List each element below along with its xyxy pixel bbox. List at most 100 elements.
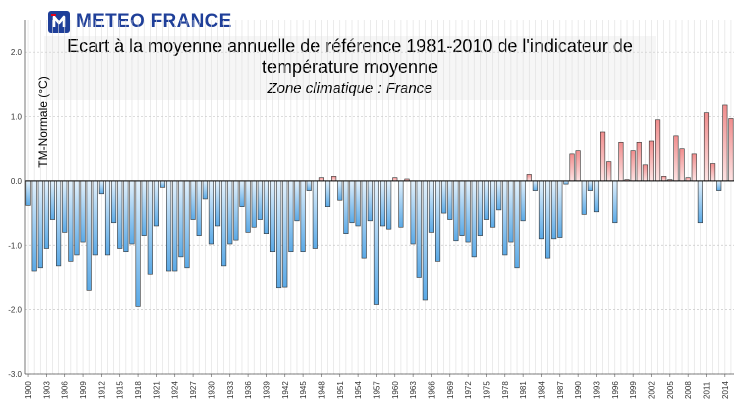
- x-tick-label: 2011: [702, 381, 711, 399]
- bar-1952: [343, 180, 349, 234]
- x-tick-label: 1924: [171, 381, 180, 399]
- bar-1959: [386, 180, 392, 230]
- bar-1992: [587, 180, 593, 191]
- bar-1928: [196, 180, 202, 236]
- bar-1990: [575, 150, 581, 182]
- bar-1933: [227, 180, 233, 245]
- bar-1906: [62, 180, 68, 233]
- x-tick-label: 1975: [482, 381, 491, 399]
- bar-1964: [416, 180, 422, 278]
- y-axis-label: TM-Normale (°C): [36, 76, 50, 167]
- bar-1976: [490, 180, 496, 228]
- bar-1918: [135, 180, 141, 307]
- bar-1902: [37, 180, 43, 269]
- bar-1955: [361, 180, 367, 259]
- bar-1911: [92, 180, 98, 256]
- bar-2006: [673, 135, 679, 182]
- x-tick-label: 1963: [409, 381, 418, 399]
- bar-1914: [111, 180, 117, 224]
- bar-1978: [502, 180, 508, 256]
- chart-title: Ecart à la moyenne annuelle de référence…: [44, 36, 656, 78]
- bar-2007: [679, 148, 685, 182]
- bar-1974: [477, 180, 483, 236]
- x-tick-label: 1906: [61, 381, 70, 399]
- x-tick-label: 1960: [391, 381, 400, 399]
- bar-1905: [56, 180, 62, 267]
- bar-1991: [581, 180, 587, 215]
- x-tick-label: 1942: [281, 381, 290, 399]
- bar-1926: [184, 180, 190, 269]
- bar-1941: [276, 180, 282, 289]
- bar-2003: [655, 119, 661, 182]
- bar-1958: [379, 180, 386, 227]
- bar-1954: [355, 180, 361, 227]
- bar-1939: [263, 180, 269, 234]
- x-tick-label: 1948: [317, 381, 326, 399]
- y-tick-label: 2.0: [11, 48, 23, 57]
- x-tick-label: 1993: [592, 381, 601, 399]
- bar-1963: [410, 180, 416, 245]
- bar-1965: [422, 180, 428, 301]
- y-tick-label: 1.0: [11, 113, 23, 122]
- bar-2004: [661, 176, 667, 182]
- x-tick-label: 1945: [299, 381, 308, 399]
- bar-1917: [129, 180, 135, 245]
- bar-1942: [282, 180, 288, 288]
- bar-1949: [324, 180, 331, 207]
- bar-1912: [98, 180, 104, 195]
- bar-2002: [648, 140, 655, 182]
- x-tick-label: 1954: [354, 381, 363, 399]
- bar-1951: [337, 180, 343, 201]
- x-tick-label: 1927: [189, 381, 198, 399]
- bar-1915: [117, 180, 123, 249]
- bar-1989: [569, 153, 575, 182]
- bar-1929: [202, 180, 208, 200]
- bar-1981: [520, 180, 526, 222]
- bar-1971: [459, 180, 465, 236]
- bar-1901: [31, 180, 37, 272]
- bar-1919: [141, 180, 147, 236]
- bar-1924: [172, 180, 178, 272]
- bar-1909: [80, 180, 86, 243]
- bar-1945: [300, 180, 306, 253]
- bar-1930: [208, 180, 214, 245]
- bar-1937: [251, 180, 257, 228]
- bar-1968: [441, 180, 447, 214]
- bar-2013: [716, 180, 722, 191]
- bar-2011: [703, 112, 710, 182]
- x-tick-label: 1918: [134, 381, 143, 399]
- x-tick-label: 1978: [501, 381, 510, 399]
- bar-1972: [465, 180, 471, 243]
- x-tick-label: 1972: [464, 381, 473, 399]
- bar-1931: [214, 180, 221, 227]
- bar-1935: [239, 180, 245, 207]
- x-tick-label: 1900: [24, 381, 33, 399]
- x-tick-label: 2008: [684, 381, 693, 399]
- y-tick-label: -2.0: [8, 306, 22, 315]
- bar-1997: [618, 141, 624, 182]
- bar-2009: [691, 153, 697, 182]
- bar-1934: [233, 180, 239, 241]
- bar-1996: [612, 180, 618, 224]
- bar-1907: [68, 180, 74, 262]
- bar-1913: [104, 180, 111, 256]
- x-tick-label: 2005: [666, 381, 675, 399]
- bar-1985: [545, 180, 551, 259]
- bar-1993: [593, 180, 600, 213]
- bar-1957: [373, 180, 379, 305]
- bar-1986: [551, 180, 557, 240]
- bar-1946: [306, 180, 312, 191]
- chart-title-line-1: Ecart à la moyenne annuelle de référence…: [67, 36, 633, 56]
- bar-1966: [428, 180, 435, 233]
- x-tick-label: 1969: [446, 381, 455, 399]
- x-tick-label: 1936: [244, 381, 253, 399]
- x-tick-label: 1903: [42, 381, 51, 399]
- bar-1932: [221, 180, 227, 267]
- bar-1961: [398, 180, 404, 228]
- bar-2012: [710, 163, 716, 182]
- x-tick-label: 1912: [97, 381, 106, 399]
- x-tick-label: 1933: [226, 381, 235, 399]
- bar-1938: [257, 180, 263, 220]
- bar-1920: [147, 180, 153, 275]
